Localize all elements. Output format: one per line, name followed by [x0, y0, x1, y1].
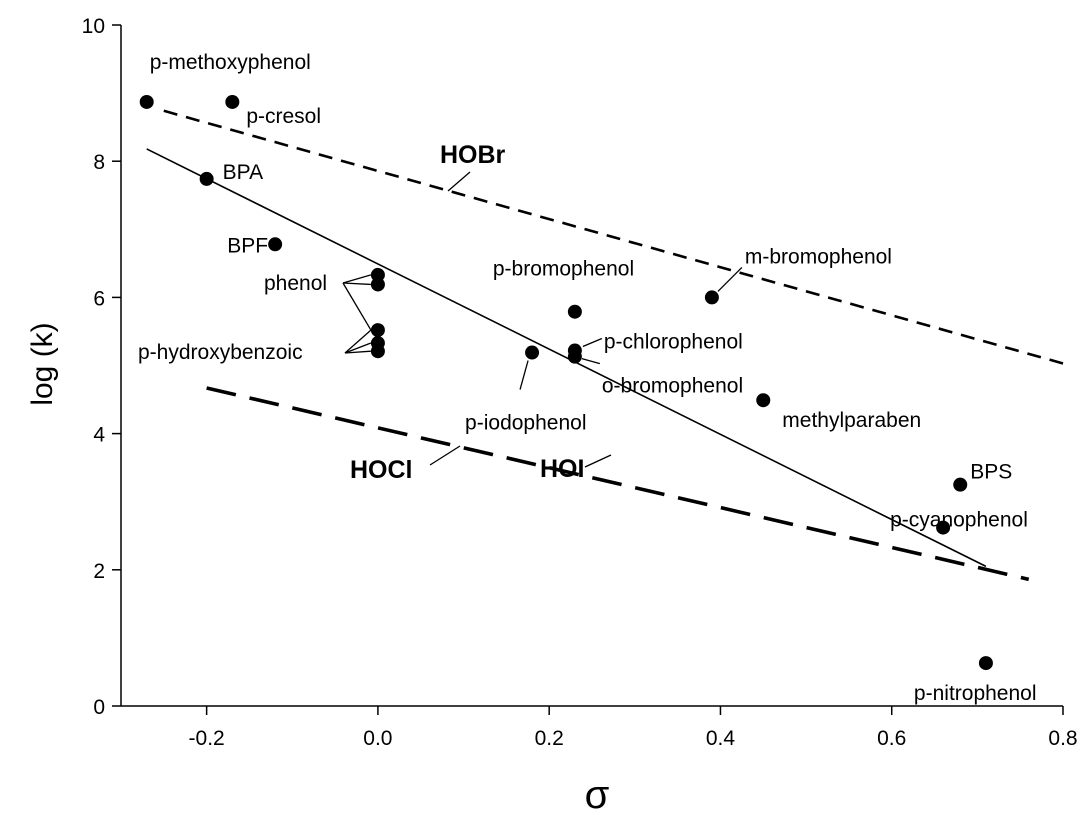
data-point: [268, 237, 283, 252]
leader-line: [582, 337, 603, 348]
point-label: p-bromophenol: [493, 258, 634, 281]
point-label: p-chlorophenol: [604, 331, 743, 354]
leader-line: [581, 358, 601, 365]
x-tick-label: 0.4: [706, 727, 736, 750]
data-point: [525, 345, 540, 360]
leader-line: [342, 274, 372, 284]
y-axis-title: log (k): [26, 322, 59, 405]
leader-line: [429, 445, 461, 466]
point-label: BPA: [223, 161, 263, 184]
x-tick-label: 0.0: [363, 727, 392, 750]
fit-lines: [146, 109, 1064, 582]
point-label: methylparaben: [782, 409, 921, 432]
group-label: phenol: [264, 272, 327, 295]
point-label: BPS: [970, 461, 1012, 484]
data-point: [225, 94, 240, 109]
y-tick-label: 4: [93, 424, 105, 447]
data-point: [370, 344, 385, 359]
x-ticks: -0.2 0.0 0.2 0.4 0.6 0.8: [189, 706, 1078, 750]
group-label: p-hydroxybenzoic: [138, 341, 303, 364]
point-label: p-cyanophenol: [890, 509, 1028, 532]
x-tick-label: 0.6: [877, 727, 906, 750]
fit-line-labels: HOBr HOI HOCl: [350, 141, 584, 484]
fit-line-label: HOI: [540, 455, 584, 483]
y-tick-label: 8: [93, 151, 105, 174]
point-label: o-bromophenol: [602, 375, 743, 398]
y-tick-label: 2: [93, 560, 105, 583]
x-tick-label: -0.2: [189, 727, 225, 750]
leader-line: [519, 360, 529, 390]
leader-line: [447, 171, 471, 192]
data-point: [567, 304, 582, 319]
x-tick-label: 0.8: [1048, 727, 1077, 750]
data-point: [567, 349, 582, 364]
label-leader-lines: [342, 171, 743, 468]
point-labels: p-methoxyphenol p-cresol BPA BPF p-iodopheno…: [138, 51, 1037, 705]
leader-line: [717, 266, 743, 292]
data-point: [199, 171, 214, 186]
data-points: [139, 94, 993, 671]
plot-frame: [120, 25, 1063, 707]
fit-line-label: HOBr: [440, 141, 506, 169]
fit-line-hoi: [146, 148, 987, 568]
x-tick-label: 0.2: [535, 727, 564, 750]
leader-line: [342, 282, 372, 331]
fit-line-hocl: [206, 386, 1030, 582]
fit-line-label: HOCl: [350, 456, 413, 484]
data-point: [370, 277, 385, 292]
fit-line-hobr: [163, 109, 1064, 365]
data-point: [756, 393, 771, 408]
y-tick-label: 10: [82, 15, 105, 38]
point-label: p-nitrophenol: [914, 682, 1037, 705]
data-point: [370, 323, 385, 338]
point-label: m-bromophenol: [745, 245, 892, 268]
y-tick-label: 0: [93, 696, 105, 719]
data-point: [978, 656, 993, 671]
data-point: [953, 477, 968, 492]
y-ticks: 0 2 4 6 8 10: [82, 15, 121, 719]
data-point: [704, 290, 719, 305]
point-label: p-methoxyphenol: [150, 51, 311, 74]
leader-line: [344, 342, 372, 354]
leader-line: [342, 282, 371, 286]
x-axis-title: σ: [585, 773, 610, 817]
leader-line: [344, 350, 371, 354]
point-label: BPF: [227, 234, 268, 257]
leader-line: [344, 329, 372, 354]
data-point: [139, 94, 154, 109]
y-tick-label: 6: [93, 287, 105, 310]
point-label: p-cresol: [246, 105, 321, 128]
data-point: [936, 520, 951, 535]
leader-line: [584, 454, 612, 468]
point-label: p-iodophenol: [465, 412, 586, 435]
